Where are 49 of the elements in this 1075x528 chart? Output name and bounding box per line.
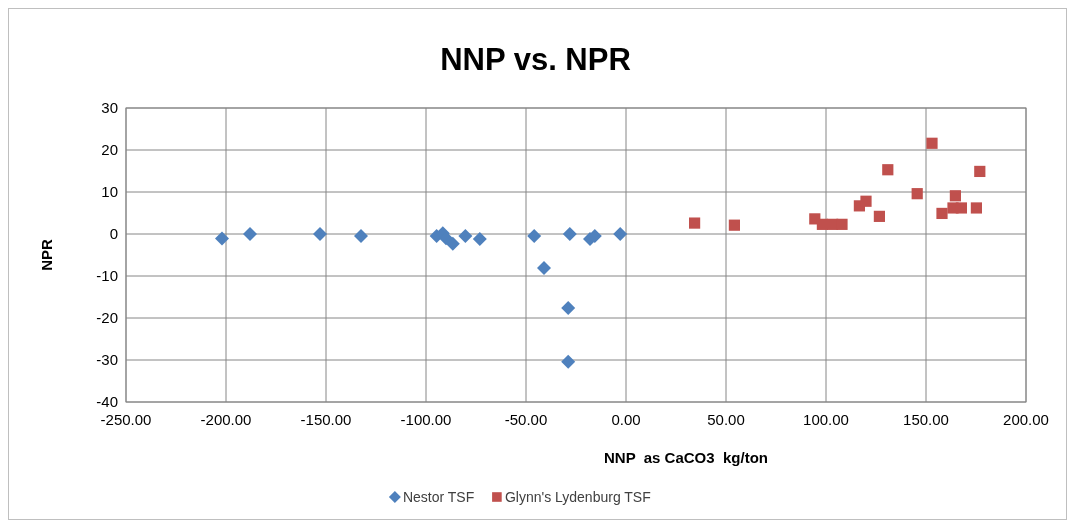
point — [689, 217, 701, 229]
y-tick-label: -30 — [96, 351, 118, 368]
y-tick-label: -40 — [96, 393, 118, 410]
y-tick-label: 0 — [109, 225, 118, 242]
point — [561, 300, 576, 315]
x-tick-label: -150.00 — [300, 411, 352, 428]
point — [537, 261, 551, 276]
x-tick-label: 200.00 — [1003, 411, 1049, 428]
x-tick-label: 0.00 — [611, 411, 641, 428]
point — [860, 195, 872, 207]
point — [445, 236, 460, 251]
x-tick-label: 100.00 — [803, 411, 849, 428]
x-axis-title: NNP as CaCO3 kg/ton — [604, 449, 768, 466]
legend-label: Nestor TSF — [402, 489, 475, 505]
x-tick-label: -200.00 — [200, 411, 252, 428]
point — [926, 137, 938, 149]
point — [974, 165, 986, 178]
point — [882, 164, 894, 176]
chart-title: NNP vs. NPR — [440, 42, 631, 77]
x-tick-label: -100.00 — [400, 411, 452, 428]
point — [970, 202, 982, 214]
point — [936, 207, 948, 220]
x-tick-label: 150.00 — [903, 411, 949, 428]
point — [561, 354, 576, 369]
point — [527, 229, 542, 244]
point — [458, 229, 473, 244]
point — [955, 202, 967, 214]
y-tick-label: -10 — [96, 267, 118, 284]
y-tick-label: 30 — [101, 99, 118, 116]
x-tick-label: 50.00 — [707, 411, 745, 428]
point — [728, 219, 740, 231]
legend-label: Glynn's Lydenburg TSF — [504, 489, 651, 505]
point — [243, 227, 257, 241]
y-tick-label: 20 — [101, 141, 118, 158]
x-tick-label: -250.00 — [100, 411, 152, 428]
point — [313, 227, 327, 241]
y-axis-title: NPR — [38, 239, 55, 271]
y-tick-label: 10 — [101, 183, 118, 200]
point — [873, 210, 885, 222]
point — [949, 190, 961, 202]
point — [562, 227, 577, 241]
x-tick-label: -50.00 — [504, 411, 548, 428]
point — [911, 188, 923, 200]
point — [472, 232, 487, 247]
point — [836, 218, 848, 230]
y-tick-label: -20 — [96, 309, 118, 326]
point — [354, 229, 368, 244]
point — [215, 231, 229, 246]
point — [613, 227, 628, 241]
